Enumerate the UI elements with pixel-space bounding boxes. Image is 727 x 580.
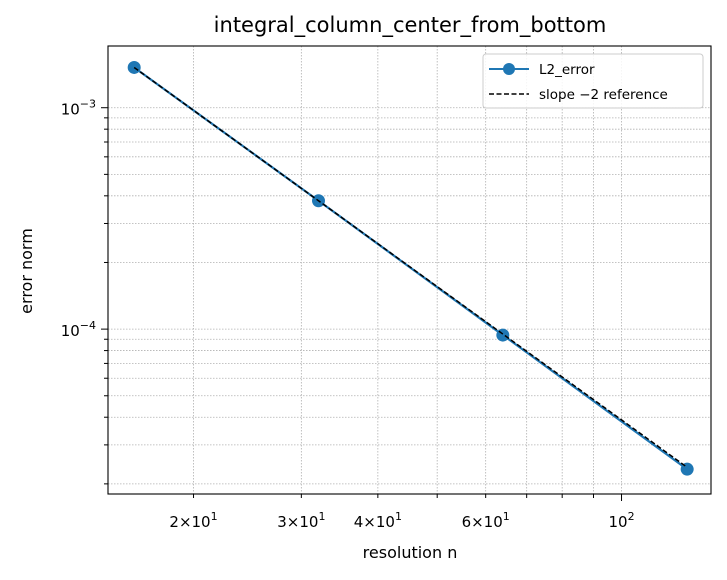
y-tick-label: 10−4	[61, 319, 96, 340]
legend-label-l2-error: L2_error	[539, 62, 595, 78]
data-point-l2-error	[496, 328, 510, 342]
y-tick-labels: 10−3 10−4	[61, 98, 96, 340]
x-tick-label: 4×101	[354, 510, 402, 531]
x-tick-label: 2×101	[169, 510, 217, 531]
series-line-reference	[133, 66, 688, 468]
data-point-l2-error	[680, 462, 694, 476]
series-layer	[127, 60, 694, 476]
legend-label-reference: slope −2 reference	[539, 87, 668, 103]
x-tick-labels: 2×101 3×101 4×101 6×101 102	[169, 510, 634, 531]
x-tick-label: 6×101	[462, 510, 510, 531]
plot-frame	[107, 45, 712, 495]
x-axis-label: resolution n	[363, 543, 458, 562]
legend-box	[482, 53, 704, 109]
y-tick-label: 10−3	[61, 98, 96, 119]
x-tick-label: 102	[608, 510, 634, 531]
chart-title: integral_column_center_from_bottom	[214, 13, 607, 38]
grid	[108, 46, 711, 494]
axis-ticks	[101, 107, 623, 501]
legend: L2_error slope −2 reference	[482, 53, 704, 109]
x-tick-label: 3×101	[277, 510, 325, 531]
y-axis-label: error norm	[17, 228, 36, 314]
legend-marker-l2-error	[503, 63, 515, 75]
